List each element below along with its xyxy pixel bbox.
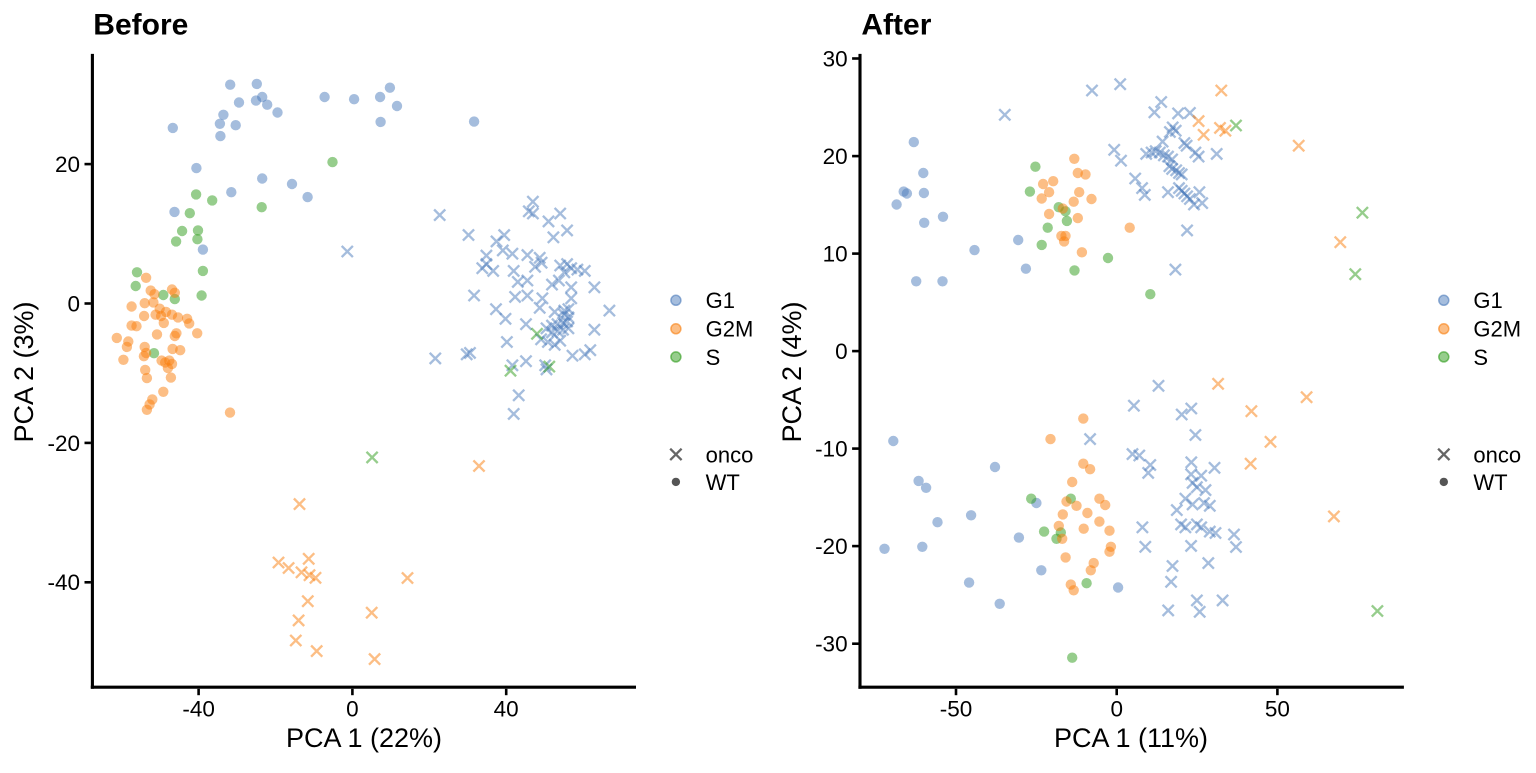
svg-text:0: 0 — [1110, 697, 1123, 722]
svg-text:10: 10 — [823, 242, 848, 267]
svg-text:-40: -40 — [182, 697, 215, 722]
svg-text:0: 0 — [346, 697, 359, 722]
svg-text:40: 40 — [494, 697, 519, 722]
svg-text:S: S — [1473, 345, 1488, 370]
svg-text:-50: -50 — [940, 697, 973, 722]
svg-text:G1: G1 — [1473, 288, 1502, 313]
svg-text:PCA 2 (4%): PCA 2 (4%) — [777, 301, 807, 442]
svg-text:-40: -40 — [47, 570, 80, 595]
svg-text:onco: onco — [706, 442, 754, 467]
svg-text:PCA 2 (3%): PCA 2 (3%) — [9, 301, 39, 442]
svg-text:-30: -30 — [815, 632, 848, 657]
svg-text:PCA 1 (11%): PCA 1 (11%) — [1054, 723, 1208, 753]
svg-text:20: 20 — [823, 144, 848, 169]
svg-text:onco: onco — [1473, 442, 1521, 467]
svg-text:WT: WT — [1473, 470, 1507, 495]
svg-text:G1: G1 — [706, 288, 735, 313]
svg-text:50: 50 — [1265, 697, 1290, 722]
svg-text:WT: WT — [706, 470, 740, 495]
svg-text:PCA 1 (22%): PCA 1 (22%) — [286, 723, 442, 753]
svg-text:0: 0 — [835, 339, 848, 364]
svg-text:G2M: G2M — [706, 317, 754, 342]
svg-text:S: S — [706, 345, 721, 370]
svg-text:After: After — [861, 8, 931, 41]
svg-text:-10: -10 — [815, 437, 848, 462]
svg-text:G2M: G2M — [1473, 317, 1521, 342]
svg-text:20: 20 — [55, 152, 80, 177]
svg-text:Before: Before — [93, 8, 188, 41]
svg-text:0: 0 — [67, 291, 80, 316]
svg-text:-20: -20 — [815, 534, 848, 559]
svg-text:-20: -20 — [47, 431, 80, 456]
svg-text:30: 30 — [823, 46, 848, 71]
